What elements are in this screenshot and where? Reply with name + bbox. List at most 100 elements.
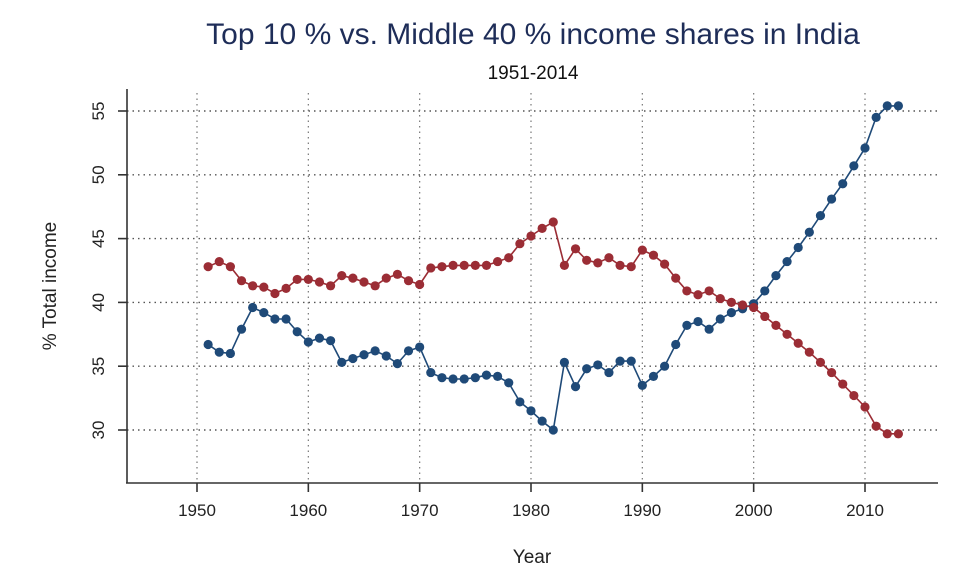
axes: [126, 89, 938, 484]
data-point: [248, 281, 258, 291]
data-point: [381, 351, 391, 361]
data-point: [793, 338, 803, 348]
chart-title: Top 10 % vs. Middle 40 % income shares i…: [206, 18, 860, 51]
data-point: [760, 286, 770, 296]
x-tick-label: 2010: [846, 501, 884, 520]
data-point: [493, 371, 503, 382]
data-point: [403, 346, 414, 356]
data-point: [648, 250, 659, 260]
data-point: [214, 347, 224, 357]
data-point: [548, 217, 558, 227]
data-point: [704, 324, 714, 334]
data-point: [804, 227, 814, 237]
data-point: [314, 333, 325, 343]
data-point: [827, 194, 837, 204]
data-point: [815, 357, 826, 367]
data-point: [448, 374, 458, 384]
data-point: [303, 274, 313, 285]
data-point: [749, 302, 759, 313]
x-tick-label: 1990: [623, 501, 661, 520]
data-point: [893, 101, 904, 111]
data-point: [849, 390, 859, 401]
data-point: [526, 406, 536, 416]
data-point: [403, 276, 414, 286]
data-point: [337, 271, 347, 281]
y-axis-label: % Total income: [40, 222, 61, 351]
data-point: [203, 339, 213, 350]
chart-subtitle: 1951-2014: [488, 63, 579, 84]
data-point: [882, 429, 892, 439]
data-point: [682, 286, 692, 296]
data-point: [248, 302, 258, 313]
data-point: [481, 260, 492, 270]
data-point: [236, 276, 247, 286]
data-point: [437, 262, 447, 272]
data-point: [737, 300, 748, 310]
data-point: [314, 277, 325, 287]
data-point: [504, 378, 514, 388]
data-point: [793, 242, 803, 253]
data-point: [526, 231, 536, 241]
data-point: [871, 112, 881, 122]
series-line: [207, 220, 899, 435]
y-tick-label: 45: [89, 229, 108, 248]
data-point: [615, 260, 625, 270]
y-tick-label: 35: [89, 357, 108, 376]
data-point: [537, 416, 547, 426]
data-point: [860, 402, 870, 412]
data-point: [593, 258, 603, 268]
data-point: [782, 256, 792, 267]
data-point: [392, 359, 402, 369]
data-point: [459, 260, 469, 270]
data-point: [593, 360, 603, 370]
data-point: [515, 239, 525, 249]
data-point: [392, 269, 402, 279]
data-point: [704, 286, 714, 296]
data-point: [326, 336, 336, 346]
data-point: [225, 262, 235, 272]
data-point: [270, 314, 280, 324]
data-point: [660, 259, 670, 269]
data-point: [337, 357, 347, 367]
series-line: [207, 105, 899, 432]
data-point: [693, 290, 703, 300]
y-tick-label: 55: [89, 102, 108, 121]
data-point: [426, 367, 436, 378]
y-tick-label: 50: [89, 165, 108, 184]
data-point: [370, 346, 380, 356]
data-point: [214, 256, 224, 267]
data-point: [637, 380, 647, 390]
data-point: [381, 273, 391, 283]
data-point: [303, 337, 313, 347]
data-point: [493, 256, 503, 267]
data-point: [671, 273, 681, 283]
data-point: [726, 297, 737, 307]
data-point: [648, 371, 659, 382]
data-point: [760, 311, 770, 322]
data-point: [570, 382, 581, 392]
data-point: [637, 245, 647, 255]
data-point: [203, 262, 213, 272]
data-point: [537, 223, 547, 233]
data-point: [281, 314, 291, 324]
y-ticks: 30 35 40 45 50 55: [89, 102, 127, 439]
data-point: [370, 281, 380, 291]
data-point: [782, 329, 792, 339]
data-point: [871, 421, 881, 431]
data-point: [827, 367, 837, 378]
data-point: [448, 260, 458, 270]
data-point: [504, 253, 514, 263]
data-point: [437, 373, 447, 383]
data-point: [582, 255, 592, 265]
data-point: [348, 273, 358, 283]
data-point: [693, 316, 703, 327]
data-point: [470, 373, 480, 383]
data-point: [838, 379, 848, 389]
x-tick-label: 1960: [289, 501, 327, 520]
data-point: [682, 320, 692, 330]
data-point: [615, 356, 625, 366]
data-point: [236, 324, 247, 334]
data-point: [604, 367, 614, 378]
data-point: [893, 429, 904, 439]
